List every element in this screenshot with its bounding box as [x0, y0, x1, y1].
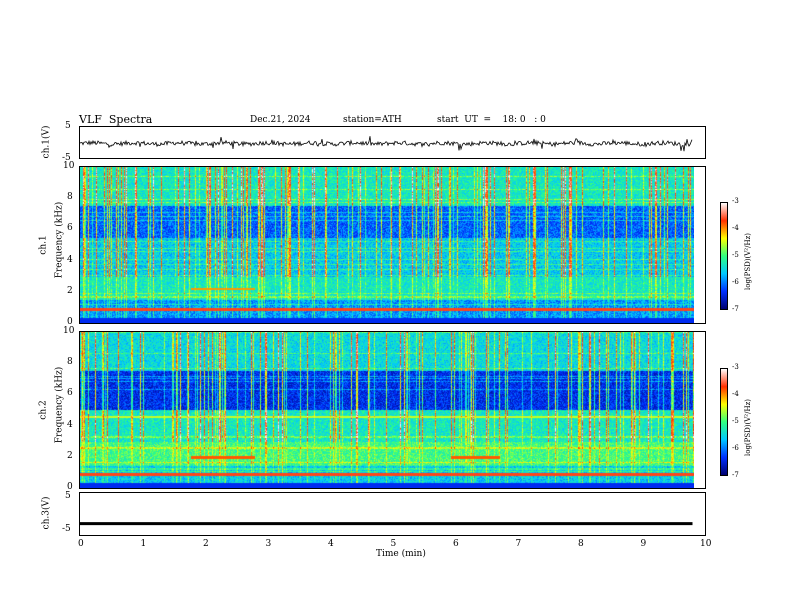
ch1-spectrogram-ylabel-channel: ch.1 — [38, 235, 49, 255]
station-label: station=ATH — [343, 115, 402, 125]
ch1-waveform-trace — [80, 136, 693, 152]
x-tick-label: 3 — [265, 539, 272, 549]
ch1-colorbar-tick: -6 — [732, 278, 739, 286]
ch2-colorbar-tick: -5 — [732, 417, 739, 425]
x-tick-label: 2 — [203, 539, 209, 549]
ch1-colorbar — [720, 202, 728, 310]
ch2-spectrogram-ylabel-frequency: Frequency (kHz) — [54, 366, 65, 444]
ch3-ytick-bottom: -5 — [62, 524, 71, 534]
ch1-ylabel: ch.1(V) — [41, 125, 52, 159]
ch1-spectrogram-ylabel-frequency: Frequency (kHz) — [54, 201, 65, 279]
ch1-spectrogram-ytick-label: 2 — [67, 285, 73, 296]
ch1-spectrogram-ytick-label: 6 — [67, 223, 73, 234]
ch3-waveform-trace — [80, 522, 693, 526]
ch2-spectrogram-ytick-label: 0 — [67, 482, 73, 492]
x-tick-label: 0 — [78, 539, 84, 549]
x-tick-label: 5 — [390, 539, 397, 549]
ch2-spectrogram-ytick-label: 4 — [67, 419, 73, 430]
ch2-colorbar-tick: -6 — [732, 444, 739, 452]
ch1-spectrogram-heatmap — [80, 167, 694, 323]
ch1-spectrogram-ytick-label: 8 — [67, 192, 73, 203]
x-tick-label: 9 — [640, 539, 647, 549]
ch2-spectrogram-ytick-label: 8 — [67, 357, 73, 368]
x-tick-label: 1 — [140, 539, 147, 549]
x-tick-label: 8 — [578, 539, 584, 549]
date-label: Dec.21, 2024 — [250, 115, 311, 125]
ch2-spectrogram-ylabel-channel: ch.2 — [38, 400, 49, 420]
ch1-spectrogram-ytick-label: 0 — [67, 317, 73, 327]
ch3-ytick-top: 5 — [65, 491, 71, 501]
ch2-spectrogram-panel — [79, 331, 706, 489]
ch2-spectrogram-ytick-label: 2 — [67, 450, 73, 461]
ch2-colorbar-tick: -7 — [732, 471, 739, 479]
ch1-ytick-top: 5 — [65, 121, 71, 131]
x-tick-label: 7 — [515, 539, 522, 549]
chart-title: VLF Spectra — [79, 113, 153, 126]
ch3-ylabel: ch.3(V) — [41, 496, 52, 530]
ch1-ytick-bottom: -5 — [62, 153, 71, 163]
ch1-waveform-line — [80, 136, 693, 152]
ch2-colorbar — [720, 368, 728, 476]
ch1-colorbar-tick: -4 — [732, 224, 739, 232]
ch2-spectrogram-heatmap — [80, 332, 694, 488]
ch1-spectrogram-ytick-label: 10 — [63, 161, 75, 171]
ch2-colorbar-tick: -4 — [732, 390, 739, 398]
x-tick-label: 4 — [328, 539, 334, 549]
ch2-colorbar-label: log(PSD)(V²/Hz) — [744, 399, 752, 456]
x-tick-label: 6 — [453, 539, 459, 549]
ch1-spectrogram-ytick-label: 4 — [67, 254, 73, 265]
ch3-waveform-panel — [79, 492, 706, 536]
ch1-colorbar-tick: -5 — [732, 251, 739, 259]
ch2-spectrogram-ytick-label: 6 — [67, 388, 73, 399]
ch2-spectrogram-ytick-label: 10 — [63, 326, 75, 336]
ch1-colorbar-label: log(PSD)(V²/Hz) — [744, 233, 752, 290]
x-tick-label: 10 — [700, 539, 712, 549]
ch1-colorbar-tick: -7 — [732, 305, 739, 313]
ch1-colorbar-tick: -3 — [732, 197, 739, 205]
ch1-spectrogram-panel — [79, 166, 706, 324]
start-time-label: start UT = 18: 0 : 0 — [437, 115, 546, 125]
ch1-waveform-panel — [79, 126, 706, 159]
x-axis-label: Time (min) — [376, 549, 426, 559]
ch2-colorbar-tick: -3 — [732, 363, 739, 371]
